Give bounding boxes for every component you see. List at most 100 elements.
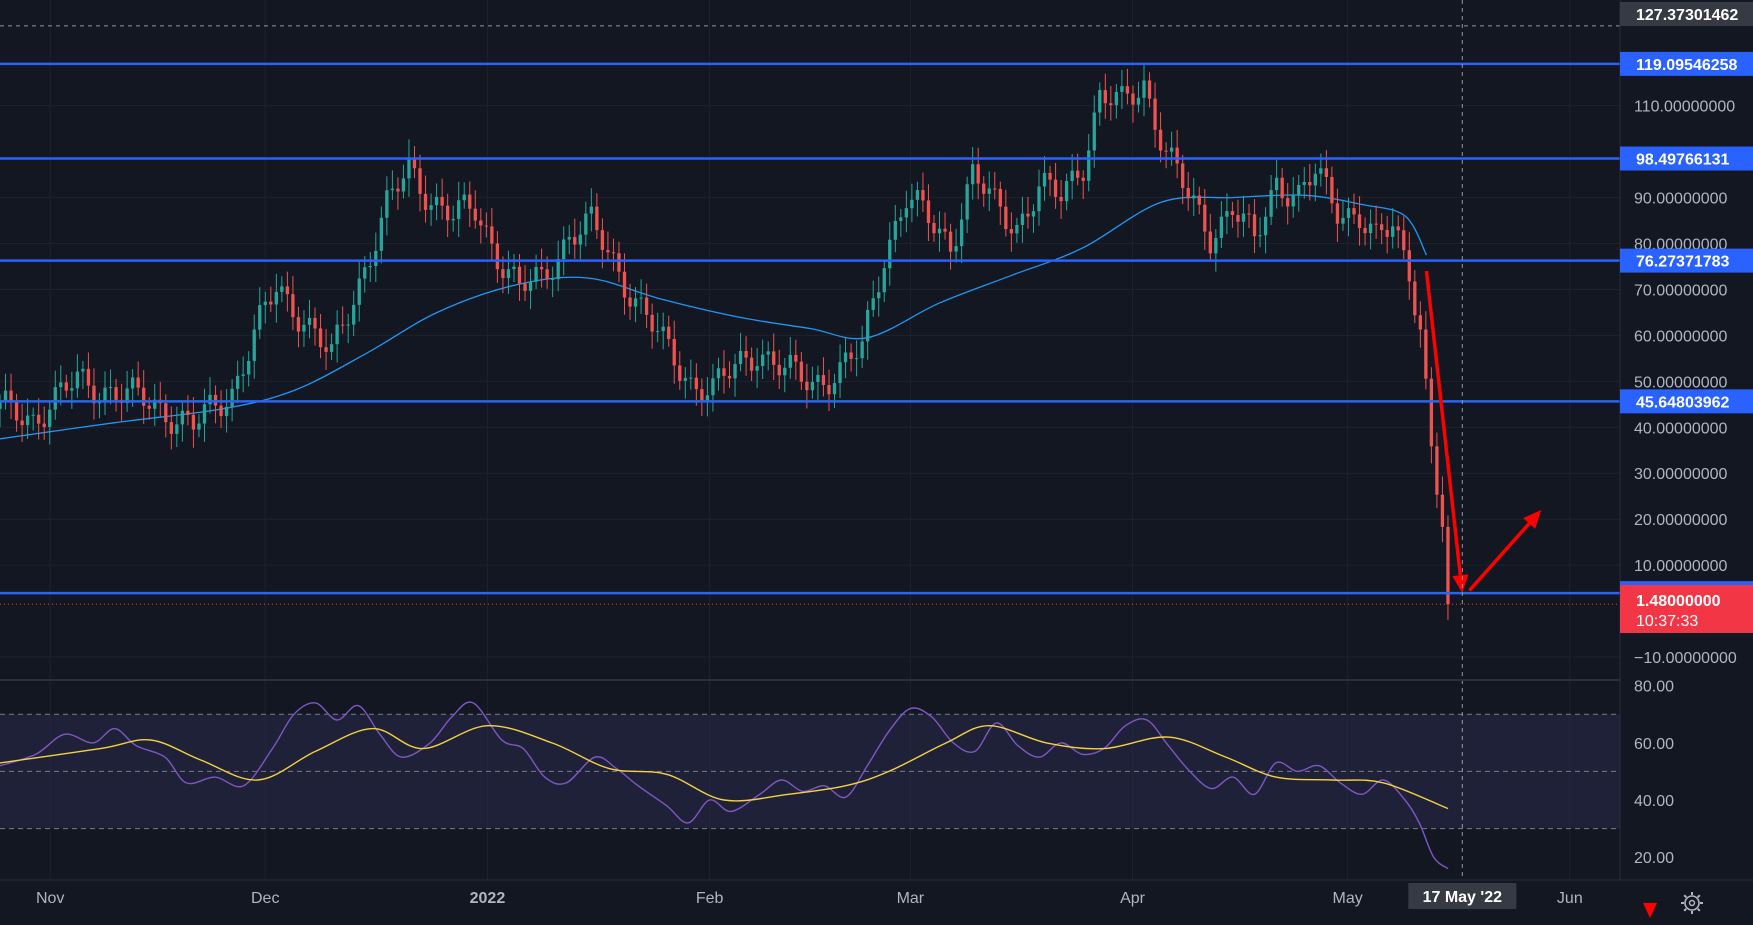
candle	[412, 146, 417, 179]
candle	[1308, 163, 1312, 201]
candle-body	[650, 314, 654, 332]
candle-body	[788, 354, 792, 368]
candle	[584, 201, 588, 247]
candle-body	[335, 324, 339, 345]
candle	[1208, 213, 1212, 261]
arrow-annotations[interactable]	[1424, 270, 1542, 594]
arrow-annotation[interactable]	[1424, 270, 1469, 594]
candle-body	[1153, 98, 1157, 130]
candle-body	[263, 301, 267, 306]
candle	[1181, 154, 1185, 205]
scroll-marker-icon[interactable]	[1643, 903, 1657, 918]
level-label-text: 98.49766131	[1636, 152, 1730, 169]
candle	[329, 333, 334, 360]
candle-body	[1402, 230, 1406, 251]
horizontal-levels[interactable]	[0, 62, 1620, 595]
candle-body	[3, 390, 8, 402]
candle	[1291, 176, 1295, 218]
candle-body	[191, 414, 196, 430]
candle-body	[755, 366, 759, 371]
candle	[462, 182, 466, 209]
candle	[1125, 68, 1130, 105]
candle	[1435, 432, 1439, 509]
candle-body	[25, 415, 30, 426]
candle	[622, 253, 627, 315]
candle	[108, 369, 113, 405]
candle-body	[606, 249, 610, 253]
candle	[1175, 130, 1179, 179]
candle	[733, 353, 737, 397]
candle-body	[241, 374, 245, 376]
candle-body	[252, 329, 256, 361]
candle-body	[716, 368, 721, 379]
candle-body	[1435, 446, 1439, 495]
candle	[611, 238, 616, 272]
candle	[589, 188, 594, 232]
candle-body	[479, 220, 483, 226]
candle	[915, 181, 920, 217]
last-price-label-value: 1.48000000	[1636, 593, 1721, 610]
candle	[103, 371, 107, 416]
candle	[573, 218, 577, 259]
rsi-band	[0, 713, 1620, 830]
arrow-annotation[interactable]	[1468, 510, 1542, 592]
candle	[888, 222, 892, 286]
candle-body	[407, 157, 411, 179]
candle	[1197, 186, 1201, 215]
candle	[639, 279, 643, 314]
candle	[484, 212, 488, 238]
settings-gear-icon[interactable]	[1681, 892, 1703, 914]
candle-body	[948, 231, 953, 252]
candle	[1297, 174, 1301, 212]
candle-body	[142, 387, 146, 406]
candle-body	[1269, 190, 1273, 217]
candle-body	[1391, 226, 1395, 237]
candle	[407, 139, 411, 197]
candle	[401, 164, 406, 199]
candle-body	[976, 164, 980, 184]
candle-body	[1219, 216, 1224, 238]
candle	[1081, 170, 1085, 200]
candle-body	[573, 236, 577, 245]
rsi-series-line	[0, 701, 1449, 870]
candle	[694, 363, 699, 406]
candle-body	[1015, 225, 1019, 234]
price-tick-label: 10.00000000	[1634, 558, 1728, 575]
candle-body	[849, 352, 853, 359]
candle	[25, 398, 30, 439]
candle	[3, 373, 8, 410]
price-tick-label: 40.00000000	[1634, 420, 1728, 437]
candle-body	[412, 157, 417, 169]
candle-body	[175, 424, 179, 434]
candle	[783, 358, 787, 393]
candle	[539, 248, 544, 288]
candle	[1120, 69, 1124, 109]
level-label-bg	[1620, 389, 1753, 414]
candle-body	[1031, 211, 1036, 217]
candle	[64, 374, 68, 398]
candle-body	[48, 409, 52, 428]
candle-body	[1114, 91, 1119, 106]
candle	[1214, 228, 1218, 272]
candle	[1402, 216, 1406, 260]
candle	[1446, 515, 1450, 620]
candle	[799, 352, 804, 390]
candle-body	[484, 225, 488, 227]
candle	[423, 175, 428, 223]
candle-body	[766, 351, 770, 355]
candle	[1020, 196, 1025, 243]
candle-body	[1385, 230, 1389, 237]
candle-body	[727, 375, 732, 379]
candle-body	[1087, 150, 1091, 181]
candle	[738, 332, 743, 372]
candle-body	[783, 367, 787, 376]
candle	[843, 336, 848, 379]
candle-body	[269, 301, 273, 305]
candle-body	[733, 364, 737, 379]
candle-body	[1396, 226, 1400, 231]
candle	[954, 228, 958, 263]
candle	[434, 183, 439, 221]
candle	[661, 312, 665, 350]
candle-body	[517, 266, 522, 284]
candle	[440, 178, 444, 220]
